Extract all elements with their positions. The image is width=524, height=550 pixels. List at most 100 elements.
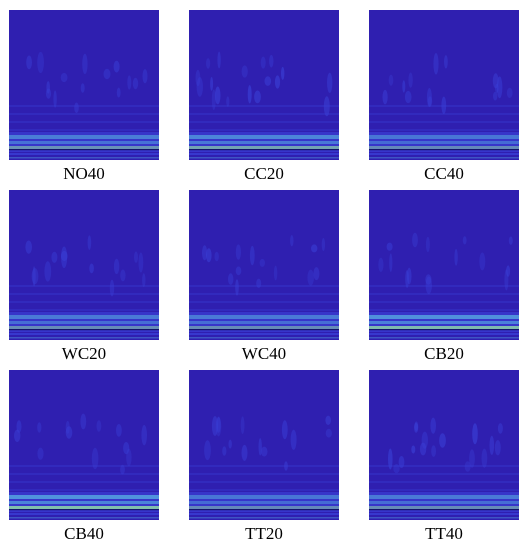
band-line <box>369 513 519 515</box>
spectral-feature <box>202 245 208 261</box>
spectral-feature <box>426 88 432 107</box>
spectral-feature <box>132 77 139 90</box>
spectral-feature <box>37 422 42 433</box>
spectral-feature <box>307 269 314 286</box>
spectral-feature <box>506 87 513 98</box>
spectral-feature <box>327 72 333 93</box>
band-line <box>9 321 159 324</box>
spectral-feature <box>388 448 393 470</box>
spectral-feature <box>211 416 219 436</box>
spectral-feature <box>258 438 262 456</box>
spectrogram-panel <box>189 190 339 340</box>
spectral-feature <box>222 446 227 456</box>
band-line <box>369 509 519 511</box>
spectral-feature <box>464 461 471 472</box>
spectral-feature <box>264 76 272 86</box>
band-line <box>369 146 519 149</box>
panel-caption: TT40 <box>425 524 463 543</box>
spectral-feature <box>431 445 436 457</box>
spectral-texture <box>369 489 519 491</box>
band-line <box>9 495 159 499</box>
spectral-feature <box>116 424 122 437</box>
spectral-feature <box>235 279 239 296</box>
spectral-texture <box>189 481 339 483</box>
spectrogram-image <box>9 10 159 160</box>
spectrogram-panel <box>369 370 519 520</box>
band-line <box>189 135 339 139</box>
panel-caption: CC20 <box>244 164 284 183</box>
spectral-texture <box>9 301 159 303</box>
spectral-feature <box>142 69 148 84</box>
spectral-feature <box>325 415 331 425</box>
spectral-feature <box>430 417 436 434</box>
panel-caption: TT20 <box>245 524 283 543</box>
spectral-feature <box>126 448 132 467</box>
band-line <box>369 149 519 151</box>
panel-caption: CB20 <box>424 344 464 363</box>
band-line <box>9 517 159 519</box>
spectral-texture <box>189 309 339 311</box>
spectral-feature <box>37 447 44 460</box>
spectrogram-panel <box>9 370 159 520</box>
band-line <box>369 315 519 319</box>
spectral-texture <box>189 293 339 295</box>
spectral-feature <box>103 68 111 80</box>
spectral-texture <box>189 301 339 303</box>
spectral-feature <box>228 439 232 449</box>
spectral-feature <box>388 74 394 86</box>
spectral-feature <box>256 278 262 288</box>
spectral-feature <box>427 96 433 107</box>
spectral-feature <box>393 464 400 474</box>
band-line <box>9 333 159 335</box>
spectral-texture <box>9 481 159 483</box>
band-line <box>369 333 519 335</box>
spectral-feature <box>127 75 132 90</box>
spectral-feature <box>80 83 85 93</box>
spectral-texture <box>369 473 519 475</box>
spectral-feature <box>196 77 203 97</box>
band-line <box>369 326 519 329</box>
spectrogram-image <box>369 190 519 340</box>
spectral-feature <box>61 250 68 262</box>
spectral-texture <box>369 285 519 287</box>
spectral-texture <box>369 481 519 483</box>
spectral-feature <box>210 77 214 91</box>
band-line <box>189 157 339 159</box>
spectral-feature <box>269 54 274 68</box>
panel-caption: WC40 <box>241 344 287 363</box>
spectral-feature <box>454 248 458 266</box>
spectral-texture <box>189 489 339 491</box>
spectrogram-panel <box>9 10 159 160</box>
spectral-feature <box>204 440 211 461</box>
spectral-feature <box>247 85 252 104</box>
band-line <box>369 517 519 519</box>
spectral-feature <box>378 257 384 272</box>
spectral-feature <box>472 423 478 445</box>
band-line <box>369 495 519 499</box>
spectral-feature <box>113 60 120 73</box>
spectral-feature <box>444 55 448 69</box>
spectral-feature <box>235 244 241 260</box>
band-line <box>9 501 159 504</box>
spectral-feature <box>386 242 393 251</box>
spectral-feature <box>479 252 486 271</box>
band-line <box>9 509 159 511</box>
spectral-feature <box>414 422 419 433</box>
band-line <box>189 146 339 149</box>
spectral-texture <box>9 285 159 287</box>
spectral-feature <box>493 91 498 101</box>
spectral-feature <box>313 267 320 281</box>
band-line <box>189 337 339 339</box>
band-line <box>189 513 339 515</box>
spectral-texture <box>189 121 339 123</box>
spectrogram-panel <box>189 10 339 160</box>
band-line <box>9 329 159 331</box>
spectral-feature <box>321 238 326 251</box>
spectral-feature <box>25 240 32 254</box>
spectral-feature <box>398 456 405 468</box>
spectral-feature <box>241 65 248 78</box>
spectral-feature <box>281 66 285 80</box>
spectral-feature <box>51 251 58 263</box>
spectrogram-image <box>369 370 519 520</box>
